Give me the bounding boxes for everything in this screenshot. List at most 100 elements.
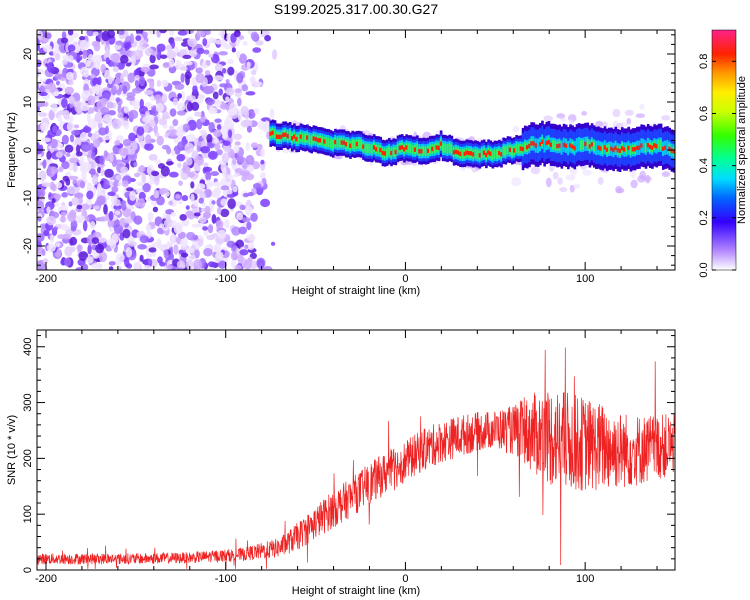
spectrogram-ridge-cell bbox=[383, 151, 387, 156]
spectrogram-ridge-cell bbox=[280, 134, 283, 139]
spectrogram-noise-blob bbox=[193, 212, 201, 217]
spectrogram-noise-blob bbox=[217, 260, 227, 269]
spectrogram-noise-blob bbox=[94, 112, 103, 123]
spectrogram-noise-blob bbox=[125, 246, 133, 258]
spectrogram-ridge-cell bbox=[364, 143, 367, 153]
spectrogram-noise-blob bbox=[103, 72, 109, 79]
spectrogram-ridge-cell bbox=[435, 145, 439, 150]
spectrogram-ridge-cell bbox=[560, 140, 564, 155]
spectrogram-noise-blob bbox=[111, 118, 122, 130]
spectrogram-ridge-cell bbox=[303, 133, 307, 143]
spectrogram-noise-blob bbox=[73, 124, 80, 129]
spectrogram-noise-blob bbox=[108, 210, 114, 221]
spectrogram-ridge-cell bbox=[640, 143, 643, 148]
spectrogram-ridge-cell bbox=[582, 140, 585, 150]
spectrogram-ridge-cell bbox=[467, 150, 471, 156]
spectrogram-noise-blob bbox=[60, 215, 66, 223]
spectrogram-noise-blob bbox=[226, 240, 236, 248]
spectrogram-x-axis-title: Height of straight line (km) bbox=[292, 285, 420, 297]
spectrogram-noise-blob bbox=[205, 59, 211, 67]
spectrogram-ridge-cell bbox=[340, 140, 344, 145]
spectrogram-noise-blob bbox=[136, 126, 145, 136]
x-tick-label: 100 bbox=[576, 573, 594, 585]
spectrogram-halo-blob bbox=[543, 115, 554, 122]
y-tick-label: 100 bbox=[22, 505, 34, 523]
spectrogram-noise-blob bbox=[245, 91, 256, 96]
spectrogram-ridge-cell bbox=[612, 147, 615, 153]
spectrogram-noise-blob bbox=[238, 35, 245, 40]
spectrogram-noise-blob bbox=[54, 52, 61, 61]
spectrogram-ridge-cell bbox=[608, 144, 611, 154]
spectrogram-noise-blob bbox=[139, 254, 144, 262]
spectrogram-noise-blob bbox=[163, 249, 169, 259]
spectrogram-noise-blob bbox=[197, 222, 205, 228]
spectrogram-noise-blob bbox=[260, 148, 265, 158]
spectrogram-noise-blob bbox=[62, 59, 68, 65]
spectrogram-ridge-cell bbox=[400, 145, 404, 150]
spectrogram-noise-blob bbox=[117, 112, 124, 119]
spectrogram-ridge-cell bbox=[569, 143, 572, 148]
spectrogram-noise-blob bbox=[262, 265, 273, 270]
spectrogram-ridge-cell bbox=[379, 147, 383, 153]
spectrogram-noise-blob bbox=[215, 219, 224, 228]
spectrogram-noise-blob bbox=[115, 174, 122, 181]
spectrogram-noise-blob bbox=[60, 211, 67, 217]
spectrogram-noise-blob bbox=[69, 157, 79, 164]
spectrogram-noise-blob bbox=[108, 261, 116, 266]
spectrogram-noise-blob bbox=[210, 171, 220, 177]
spectrogram-noise-blob bbox=[69, 209, 77, 219]
spectrogram-noise-blob bbox=[149, 54, 156, 64]
spectrogram-ridge-cell bbox=[547, 139, 551, 145]
spectrogram-ridge-cell bbox=[534, 143, 538, 148]
spectrogram-halo-blob bbox=[635, 113, 646, 118]
spectrogram-ridge-cell bbox=[482, 150, 486, 155]
spectrogram-noise-blob bbox=[182, 220, 190, 227]
x-tick-label: 0 bbox=[402, 273, 408, 285]
spectrogram-noise-blob bbox=[47, 62, 55, 74]
spectrogram-noise-blob bbox=[215, 149, 223, 156]
spectrogram-ridge-cell bbox=[334, 139, 337, 145]
spectrogram-ridge-cell bbox=[491, 150, 495, 161]
spectrogram-noise-blob bbox=[123, 120, 130, 130]
spectrogram-noise-blob bbox=[67, 44, 76, 52]
spectrogram-halo-blob bbox=[615, 187, 625, 194]
spectrogram-noise-blob bbox=[247, 191, 254, 197]
spectrogram-ridge-cell bbox=[605, 147, 609, 152]
spectrogram-noise-blob bbox=[187, 38, 198, 48]
spectrogram-noise-blob bbox=[153, 124, 158, 135]
spectrogram-noise-blob bbox=[46, 243, 56, 253]
spectrogram-noise-blob bbox=[42, 258, 49, 264]
spectrogram-noise-blob bbox=[99, 98, 108, 105]
snr-x-axis-title: Height of straight line (km) bbox=[292, 585, 420, 597]
spectrogram-ridge-cell bbox=[610, 146, 613, 151]
spectrogram-ridge-cell bbox=[493, 149, 497, 159]
spectrogram-noise-blob bbox=[141, 172, 147, 184]
spectrogram-noise-blob bbox=[159, 261, 166, 267]
spectrogram-noise-blob bbox=[242, 192, 250, 198]
spectrogram-noise-blob bbox=[198, 197, 205, 204]
spectrogram-noise-blob bbox=[158, 245, 167, 250]
spectrogram-ridge-cell bbox=[426, 148, 430, 153]
spectrogram-ridge-cell bbox=[668, 146, 672, 152]
spectrogram-ridge-cell bbox=[398, 145, 402, 150]
spectrogram-noise-blob bbox=[37, 105, 40, 112]
spectrogram-noise-blob bbox=[169, 171, 179, 178]
spectrogram-noise-blob bbox=[177, 30, 188, 36]
spectrogram-noise-blob bbox=[114, 140, 121, 146]
spectrogram-ridge-cell bbox=[344, 142, 348, 147]
spectrogram-ridge-cell bbox=[655, 144, 659, 149]
x-tick-label: 0 bbox=[402, 573, 408, 585]
spectrogram-noise-blob bbox=[91, 237, 100, 245]
spectrogram-noise-blob bbox=[37, 160, 41, 170]
colorbar-tick-label: 0.4 bbox=[698, 158, 710, 173]
spectrogram-noise-blob bbox=[147, 212, 154, 221]
spectrogram-noise-blob bbox=[64, 246, 73, 257]
spectrogram-noise-blob bbox=[250, 77, 255, 84]
spectrogram-noise-blob bbox=[126, 148, 136, 155]
spectrogram-ridge-cell bbox=[661, 146, 665, 151]
spectrogram-noise-blob bbox=[76, 204, 83, 210]
spectrogram-ridge-cell bbox=[413, 147, 417, 152]
spectrogram-noise-blob bbox=[191, 101, 200, 111]
spectrogram-noise-blob bbox=[107, 220, 113, 227]
spectrogram-noise-blob bbox=[111, 185, 119, 193]
